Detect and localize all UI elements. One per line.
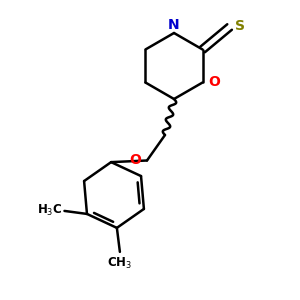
Text: H$_3$C: H$_3$C — [38, 203, 63, 218]
Text: S: S — [235, 19, 245, 33]
Text: CH$_3$: CH$_3$ — [107, 256, 132, 271]
Text: O: O — [208, 76, 220, 89]
Text: O: O — [130, 153, 142, 167]
Text: N: N — [168, 18, 180, 32]
